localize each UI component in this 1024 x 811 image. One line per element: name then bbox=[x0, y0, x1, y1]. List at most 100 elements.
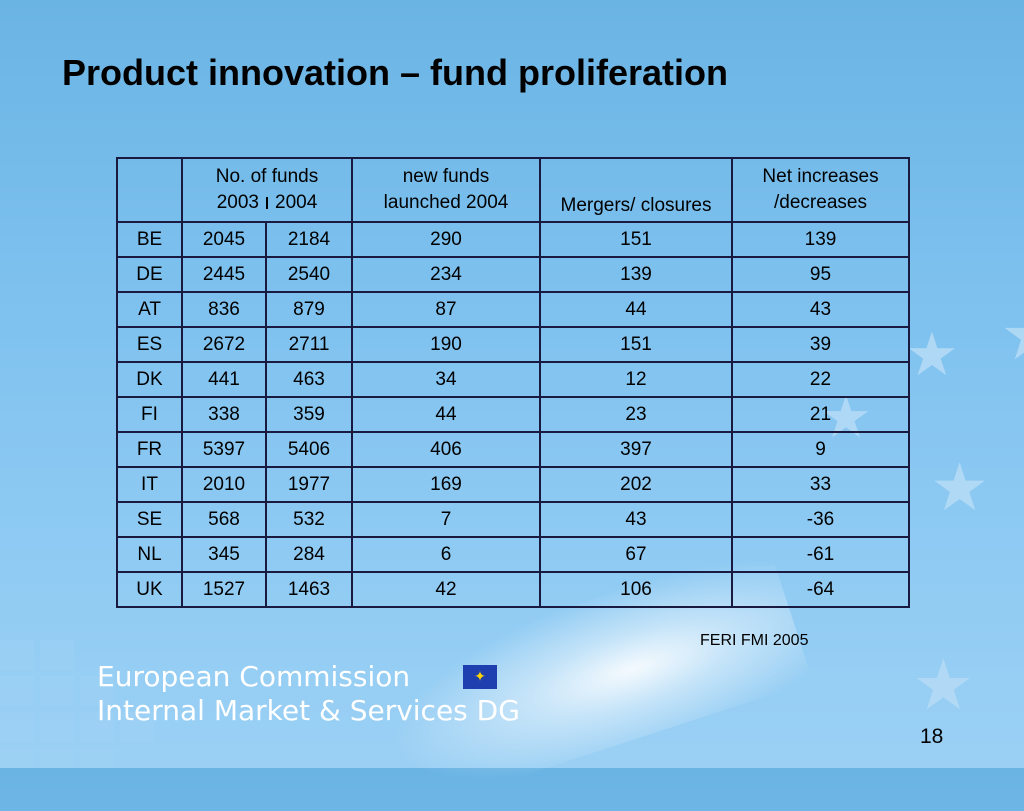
funds-2004-cell: 1977 bbox=[265, 466, 353, 503]
country-cell: AT bbox=[116, 291, 183, 328]
star-icon: ★ bbox=[905, 320, 959, 390]
new-funds-cell: 234 bbox=[351, 256, 541, 293]
funds-2003-cell: 345 bbox=[181, 536, 267, 573]
new-funds-cell: 6 bbox=[351, 536, 541, 573]
separator-divider bbox=[266, 197, 268, 209]
table-row: SE 568 532 7 43 -36 bbox=[116, 501, 910, 538]
table-row: ES 2672 2711 190 151 39 bbox=[116, 326, 910, 363]
funds-2003-cell: 836 bbox=[181, 291, 267, 328]
star-icon: ★ bbox=[1000, 300, 1024, 370]
new-funds-cell: 7 bbox=[351, 501, 541, 538]
header-net-line2: /decreases bbox=[774, 192, 867, 213]
mergers-cell: 202 bbox=[539, 466, 733, 503]
header-year-2003: 2003 bbox=[216, 192, 259, 213]
star-icon: ★ bbox=[930, 449, 990, 526]
header-new-funds-line2: launched 2004 bbox=[383, 192, 509, 213]
funds-2003-cell: 568 bbox=[181, 501, 267, 538]
new-funds-cell: 406 bbox=[351, 431, 541, 468]
header-net-change: Net increases /decreases bbox=[731, 157, 910, 223]
funds-2003-cell: 2045 bbox=[181, 221, 267, 258]
net-change-cell: -64 bbox=[731, 571, 910, 608]
funds-2004-cell: 1463 bbox=[265, 571, 353, 608]
funds-2004-cell: 2540 bbox=[265, 256, 353, 293]
mergers-cell: 397 bbox=[539, 431, 733, 468]
country-cell: BE bbox=[116, 221, 183, 258]
country-cell: SE bbox=[116, 501, 183, 538]
table-row: UK 1527 1463 42 106 -64 bbox=[116, 571, 910, 608]
mergers-cell: 44 bbox=[539, 291, 733, 328]
funds-2003-cell: 2672 bbox=[181, 326, 267, 363]
logo-line-2: Internal Market & Services DG bbox=[97, 694, 520, 727]
net-change-cell: 43 bbox=[731, 291, 910, 328]
funds-2003-cell: 2445 bbox=[181, 256, 267, 293]
table-header-row: No. of funds 2003 2004 new funds launched… bbox=[116, 157, 910, 223]
net-change-cell: 33 bbox=[731, 466, 910, 503]
header-new-funds: new funds launched 2004 bbox=[351, 157, 541, 223]
net-change-cell: 95 bbox=[731, 256, 910, 293]
background-grid-pattern bbox=[0, 640, 154, 768]
mergers-cell: 151 bbox=[539, 326, 733, 363]
eu-flag-icon: ✦ bbox=[463, 665, 497, 689]
net-change-cell: 139 bbox=[731, 221, 910, 258]
table-row: DK 441 463 34 12 22 bbox=[116, 361, 910, 398]
table-row: FI 338 359 44 23 21 bbox=[116, 396, 910, 433]
source-note: FERI FMI 2005 bbox=[700, 632, 809, 649]
table-row: NL 345 284 6 67 -61 bbox=[116, 536, 910, 573]
new-funds-cell: 34 bbox=[351, 361, 541, 398]
country-cell: FI bbox=[116, 396, 183, 433]
header-number-of-funds: No. of funds 2003 2004 bbox=[181, 157, 353, 223]
mergers-cell: 67 bbox=[539, 536, 733, 573]
table-body: BE 2045 2184 290 151 139 DE 2445 2540 234 139 95 AT 8… bbox=[116, 221, 910, 608]
net-change-cell: -36 bbox=[731, 501, 910, 538]
new-funds-cell: 290 bbox=[351, 221, 541, 258]
new-funds-cell: 42 bbox=[351, 571, 541, 608]
funds-2004-cell: 879 bbox=[265, 291, 353, 328]
funds-2003-cell: 5397 bbox=[181, 431, 267, 468]
net-change-cell: 9 bbox=[731, 431, 910, 468]
new-funds-cell: 87 bbox=[351, 291, 541, 328]
table-row: DE 2445 2540 234 139 95 bbox=[116, 256, 910, 293]
mergers-cell: 106 bbox=[539, 571, 733, 608]
table-row: FR 5397 5406 406 397 9 bbox=[116, 431, 910, 468]
net-change-cell: 39 bbox=[731, 326, 910, 363]
logo-line-1: European Commission bbox=[97, 660, 411, 693]
funds-2004-cell: 2711 bbox=[265, 326, 353, 363]
mergers-cell: 12 bbox=[539, 361, 733, 398]
net-change-cell: 21 bbox=[731, 396, 910, 433]
table-row: AT 836 879 87 44 43 bbox=[116, 291, 910, 328]
header-mergers-closures: Mergers/ closures bbox=[539, 157, 733, 223]
funds-2004-cell: 359 bbox=[265, 396, 353, 433]
net-change-cell: -61 bbox=[731, 536, 910, 573]
mergers-cell: 43 bbox=[539, 501, 733, 538]
star-icon: ★ bbox=[912, 644, 975, 726]
funds-table: No. of funds 2003 2004 new funds launched… bbox=[116, 157, 910, 608]
country-cell: DE bbox=[116, 256, 183, 293]
funds-2003-cell: 2010 bbox=[181, 466, 267, 503]
funds-2004-cell: 2184 bbox=[265, 221, 353, 258]
header-new-funds-line1: new funds bbox=[402, 166, 490, 187]
new-funds-cell: 169 bbox=[351, 466, 541, 503]
european-commission-logo: European Commission Internal Market & Se… bbox=[97, 660, 520, 728]
new-funds-cell: 44 bbox=[351, 396, 541, 433]
country-cell: FR bbox=[116, 431, 183, 468]
funds-2004-cell: 532 bbox=[265, 501, 353, 538]
funds-2003-cell: 338 bbox=[181, 396, 267, 433]
header-net-line1: Net increases bbox=[762, 166, 879, 187]
country-cell: IT bbox=[116, 466, 183, 503]
new-funds-cell: 190 bbox=[351, 326, 541, 363]
page-number: 18 bbox=[920, 725, 944, 748]
funds-2004-cell: 5406 bbox=[265, 431, 353, 468]
mergers-cell: 23 bbox=[539, 396, 733, 433]
country-cell: DK bbox=[116, 361, 183, 398]
table-row: IT 2010 1977 169 202 33 bbox=[116, 466, 910, 503]
country-cell: NL bbox=[116, 536, 183, 573]
net-change-cell: 22 bbox=[731, 361, 910, 398]
header-year-2004: 2004 bbox=[275, 192, 318, 213]
header-funds-label: No. of funds bbox=[215, 166, 319, 187]
mergers-cell: 151 bbox=[539, 221, 733, 258]
country-cell: ES bbox=[116, 326, 183, 363]
table-row: BE 2045 2184 290 151 139 bbox=[116, 221, 910, 258]
header-corner-cell bbox=[116, 157, 183, 223]
funds-2004-cell: 284 bbox=[265, 536, 353, 573]
funds-2003-cell: 1527 bbox=[181, 571, 267, 608]
